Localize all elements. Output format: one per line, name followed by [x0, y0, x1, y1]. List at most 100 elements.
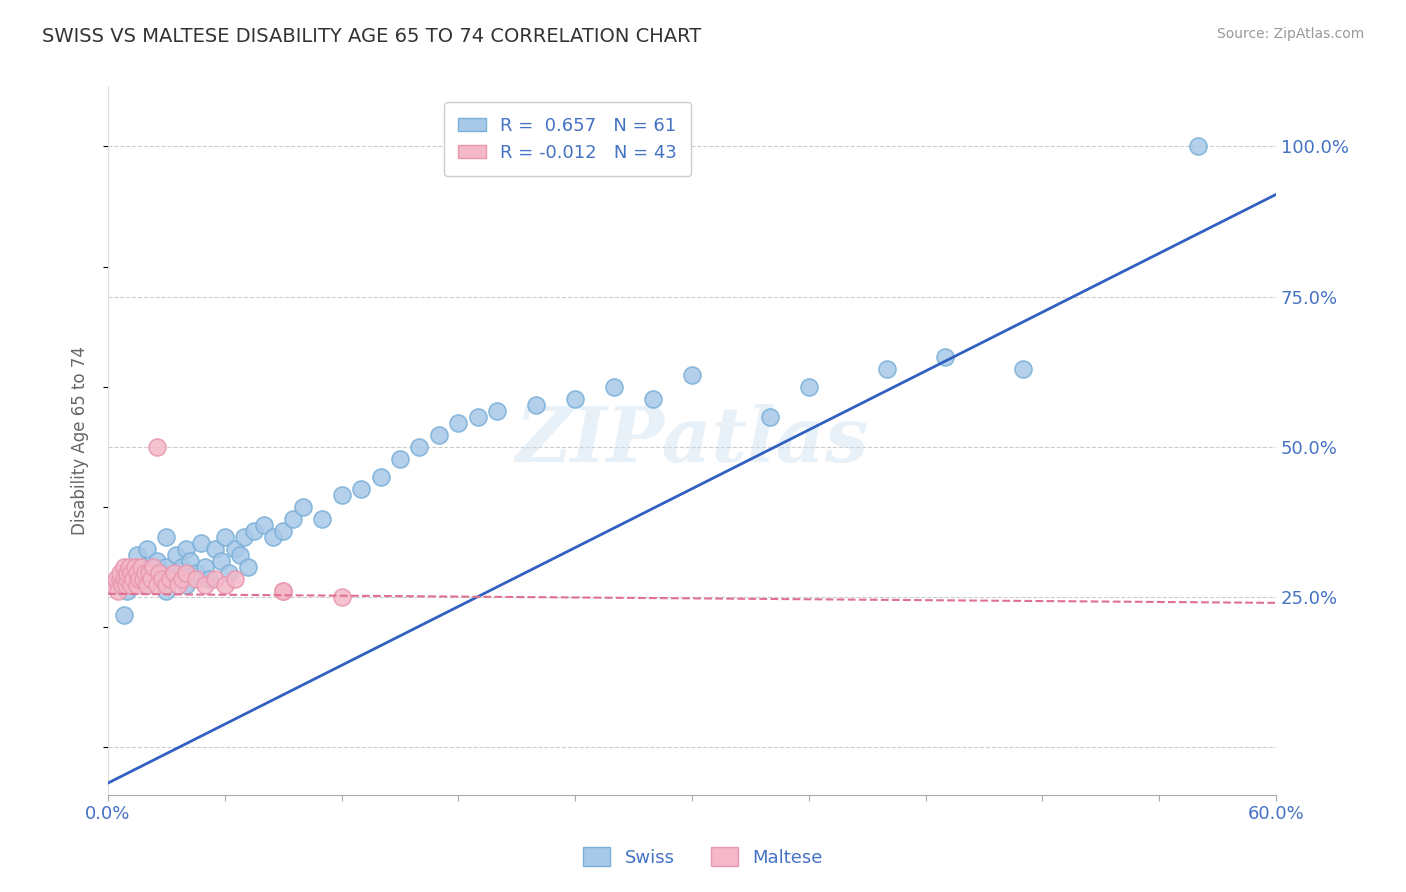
Point	[214, 530, 236, 544]
Point	[236, 559, 259, 574]
Point	[127, 548, 149, 562]
Point	[467, 409, 489, 424]
Point	[139, 572, 162, 586]
Point	[350, 482, 373, 496]
Point	[524, 398, 547, 412]
Point	[427, 427, 450, 442]
Point	[107, 578, 129, 592]
Point	[330, 488, 353, 502]
Text: Source: ZipAtlas.com: Source: ZipAtlas.com	[1216, 27, 1364, 41]
Point	[218, 566, 240, 580]
Point	[934, 350, 956, 364]
Point	[108, 572, 131, 586]
Point	[1187, 139, 1209, 153]
Point	[174, 566, 197, 580]
Point	[117, 566, 139, 580]
Point	[117, 583, 139, 598]
Point	[233, 530, 256, 544]
Point	[152, 572, 174, 586]
Point	[224, 572, 246, 586]
Point	[124, 559, 146, 574]
Point	[209, 554, 232, 568]
Point	[797, 379, 820, 393]
Point	[311, 512, 333, 526]
Point	[152, 566, 174, 580]
Point	[486, 403, 509, 417]
Point	[127, 572, 149, 586]
Point	[214, 578, 236, 592]
Point	[408, 440, 430, 454]
Point	[132, 559, 155, 574]
Point	[135, 578, 157, 592]
Point	[120, 566, 142, 580]
Point	[107, 583, 129, 598]
Point	[603, 379, 626, 393]
Point	[370, 469, 392, 483]
Point	[118, 559, 141, 574]
Point	[174, 578, 197, 592]
Point	[142, 559, 165, 574]
Point	[243, 524, 266, 538]
Point	[127, 578, 149, 592]
Point	[128, 572, 150, 586]
Point	[229, 548, 252, 562]
Point	[281, 512, 304, 526]
Text: ZIPatlas: ZIPatlas	[516, 404, 869, 478]
Point	[101, 578, 124, 592]
Point	[253, 517, 276, 532]
Legend: Swiss, Maltese: Swiss, Maltese	[576, 840, 830, 874]
Point	[155, 530, 177, 544]
Point	[271, 583, 294, 598]
Point	[163, 566, 186, 580]
Point	[271, 583, 294, 598]
Point	[271, 524, 294, 538]
Point	[759, 409, 782, 424]
Point	[117, 572, 139, 586]
Point	[112, 572, 135, 586]
Point	[134, 566, 156, 580]
Point	[145, 554, 167, 568]
Point	[170, 572, 193, 586]
Point	[135, 541, 157, 556]
Point	[564, 392, 586, 406]
Point	[139, 572, 162, 586]
Point	[110, 578, 132, 592]
Point	[184, 566, 207, 580]
Point	[190, 536, 212, 550]
Point	[641, 392, 664, 406]
Point	[132, 572, 155, 586]
Point	[145, 440, 167, 454]
Point	[224, 541, 246, 556]
Point	[204, 541, 226, 556]
Point	[167, 578, 190, 592]
Point	[127, 566, 149, 580]
Point	[112, 607, 135, 622]
Point	[447, 416, 470, 430]
Point	[122, 572, 145, 586]
Point	[876, 361, 898, 376]
Point	[174, 541, 197, 556]
Point	[145, 578, 167, 592]
Point	[108, 566, 131, 580]
Point	[148, 566, 170, 580]
Point	[114, 578, 136, 592]
Point	[170, 559, 193, 574]
Y-axis label: Disability Age 65 to 74: Disability Age 65 to 74	[72, 346, 89, 535]
Point	[1012, 361, 1035, 376]
Legend: R =  0.657   N = 61, R = -0.012   N = 43: R = 0.657 N = 61, R = -0.012 N = 43	[444, 103, 692, 177]
Point	[155, 559, 177, 574]
Point	[120, 566, 142, 580]
Point	[388, 451, 411, 466]
Point	[291, 500, 314, 514]
Point	[112, 559, 135, 574]
Point	[159, 572, 181, 586]
Point	[155, 578, 177, 592]
Point	[198, 572, 221, 586]
Point	[179, 554, 201, 568]
Point	[138, 566, 160, 580]
Point	[159, 572, 181, 586]
Point	[204, 572, 226, 586]
Point	[681, 368, 703, 382]
Point	[145, 572, 167, 586]
Point	[135, 578, 157, 592]
